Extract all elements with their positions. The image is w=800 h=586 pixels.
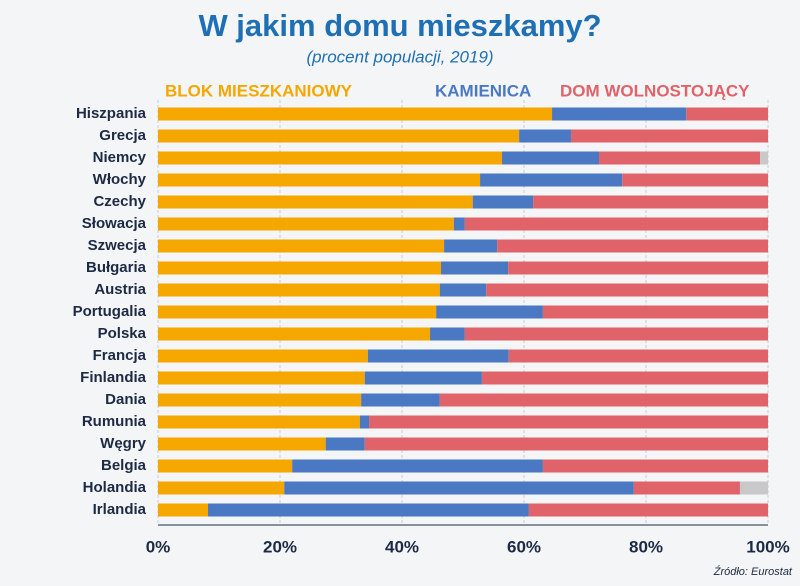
bar-segment [599, 151, 761, 165]
legend-label: KAMIENICA [435, 81, 531, 100]
y-tick-label: Francja [93, 347, 147, 364]
bar-segment [502, 151, 600, 165]
bar-segment [739, 481, 768, 495]
y-tick-label: Austria [94, 281, 146, 298]
bar-segment [158, 459, 293, 473]
bar-segment [686, 107, 768, 121]
source: Źródło: Eurostat [713, 565, 793, 578]
bar-segment [359, 415, 370, 429]
bar-segment [158, 107, 553, 121]
bar-segment [158, 437, 326, 451]
bar-segment [444, 239, 498, 253]
bar-segment [364, 371, 482, 385]
bar-segment [508, 261, 768, 275]
bar-segment [369, 415, 768, 429]
y-tick-label: Holandia [83, 479, 147, 496]
bar-segment [464, 327, 768, 341]
bar-segment [472, 195, 534, 209]
y-tick-label: Czechy [93, 193, 146, 210]
bar-segment [158, 217, 454, 231]
bar-segment [158, 261, 442, 275]
y-tick-label: Belgia [101, 457, 147, 474]
x-tick-label: 40% [385, 537, 419, 556]
bar-segment [760, 151, 768, 165]
bar-segment [367, 349, 509, 363]
legend-label: DOM WOLNOSTOJĄCY [560, 81, 750, 100]
bar-segment [480, 173, 623, 187]
x-tick-label: 0% [146, 537, 171, 556]
bar-segment [481, 371, 768, 385]
bar-segment [158, 283, 440, 297]
y-tick-label: Irlandia [93, 501, 147, 518]
bar-segment [158, 173, 481, 187]
bar-segment [486, 283, 768, 297]
bar-segment [508, 349, 768, 363]
bar-segment [208, 503, 529, 517]
y-tick-label: Niemcy [93, 149, 147, 166]
y-tick-label: Polska [98, 325, 147, 342]
bar-segment [528, 503, 768, 517]
bar-segment [633, 481, 740, 495]
bar-segment [158, 239, 445, 253]
bar-segment [436, 305, 543, 319]
bar-segment [542, 305, 768, 319]
bar-segment [439, 283, 487, 297]
bar-segment [158, 305, 437, 319]
bar-segment [158, 195, 473, 209]
bar-segment [158, 503, 209, 517]
x-tick-label: 60% [507, 537, 541, 556]
bar-segment [158, 393, 362, 407]
y-tick-label: Rumunia [82, 413, 147, 430]
bar-segment [325, 437, 365, 451]
bar-segment [158, 151, 503, 165]
bar-segment [622, 173, 768, 187]
chart-subtitle: (procent populacji, 2019) [306, 47, 493, 66]
bar-segment [464, 217, 768, 231]
y-tick-label: Portugalia [73, 303, 147, 320]
chart-title: W jakim domu mieszkamy? [198, 8, 601, 43]
y-tick-label: Bułgaria [86, 259, 147, 276]
y-tick-label: Węgry [100, 435, 147, 452]
bar-segment [158, 371, 365, 385]
legend-label: BLOK MIESZKANIOWY [165, 81, 353, 100]
bar-segment [533, 195, 768, 209]
bar-segment [158, 349, 368, 363]
bar-segment [158, 415, 360, 429]
x-tick-label: 80% [629, 537, 663, 556]
y-tick-label: Szwecja [88, 237, 147, 254]
bar-segment [364, 437, 768, 451]
bar-segment [158, 129, 520, 143]
bar-segment [552, 107, 687, 121]
bar-segment [519, 129, 571, 143]
x-tick-label: 100% [746, 537, 789, 556]
bar-segment [284, 481, 634, 495]
bar-segment [441, 261, 509, 275]
y-tick-label: Słowacja [82, 215, 147, 232]
bar-segment [542, 459, 768, 473]
y-tick-label: Dania [105, 391, 147, 408]
bar-segment [497, 239, 768, 253]
bar-segment [361, 393, 440, 407]
bar-segment [453, 217, 465, 231]
bar-segment [570, 129, 768, 143]
bar-segment [430, 327, 465, 341]
y-tick-label: Hiszpania [76, 105, 147, 122]
bar-segment [439, 393, 768, 407]
bar-segment [158, 327, 431, 341]
bar-segment [158, 481, 285, 495]
bar-segment [292, 459, 543, 473]
y-tick-label: Finlandia [80, 369, 146, 386]
x-tick-label: 20% [263, 537, 297, 556]
y-tick-label: Włochy [93, 171, 147, 188]
y-tick-label: Grecja [99, 127, 146, 144]
